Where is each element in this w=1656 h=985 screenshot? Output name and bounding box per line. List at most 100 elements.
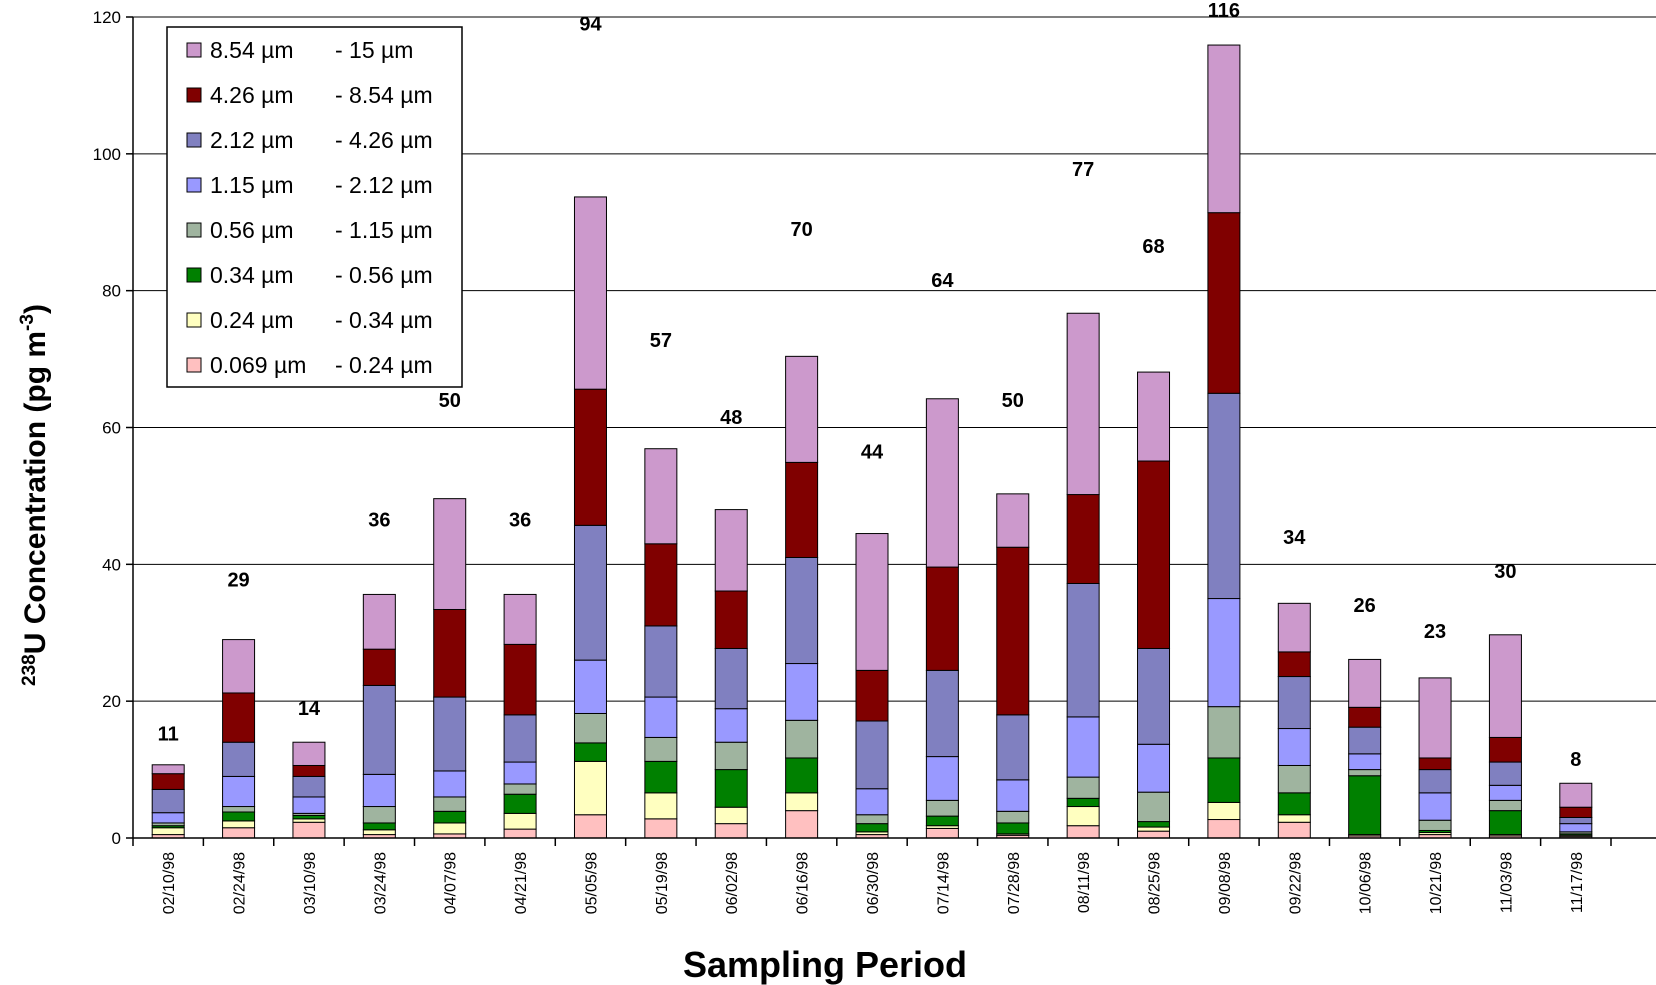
- y-tick-label: 60: [102, 419, 121, 438]
- bar-segment: [573, 760, 607, 816]
- bar-total-label: 44: [861, 441, 884, 463]
- bar-segment: [1137, 647, 1171, 745]
- bar-segment: [1348, 769, 1382, 777]
- y-tick-label: 80: [102, 282, 121, 301]
- bar-total-label: 34: [1283, 527, 1306, 549]
- y-axis-title: 238U Concentration (pg m-3): [17, 304, 52, 686]
- legend-label-to: - 1.15 µm: [335, 217, 433, 243]
- bar-total-label: 23: [1424, 621, 1446, 643]
- bar-segment: [1418, 757, 1452, 771]
- total-labels: 11 29 14 36 50 36 94 57 48 70 44 64 50 77 68 116 34 26 23 3…: [158, 0, 1582, 771]
- legend-swatch: [186, 42, 202, 58]
- bar-segment: [292, 814, 326, 820]
- y-axis-title-base: U Concentration (pg m: [19, 331, 52, 654]
- legend-swatch: [186, 312, 202, 328]
- x-tick-label: 11/17/98: [1569, 852, 1586, 913]
- bar-segment: [573, 814, 607, 839]
- bar-segment: [573, 524, 607, 661]
- bar-segment: [1137, 371, 1171, 462]
- legend-label-to: - 15 µm: [335, 37, 413, 63]
- bar-segment: [855, 823, 889, 833]
- y-tick-label: 40: [102, 555, 121, 574]
- bar-segment: [714, 823, 748, 839]
- bar-segment: [433, 608, 467, 698]
- bar-segment: [1418, 769, 1452, 794]
- x-tick-label: 07/14/98: [935, 852, 952, 914]
- x-tick-label: 06/30/98: [865, 852, 882, 914]
- bar-segment: [1488, 634, 1522, 738]
- bar-segment: [503, 761, 537, 785]
- bar-segment: [222, 827, 256, 839]
- legend: 8.54 µm - 15 µm 4.26 µm - 8.54 µm 2.12 µm - 4…: [166, 26, 463, 388]
- bar-segment: [925, 566, 959, 671]
- x-tick-label: 06/16/98: [795, 852, 812, 914]
- x-tick-label: 03/10/98: [302, 852, 319, 914]
- bar-segment: [1277, 676, 1311, 730]
- bar-segment: [1488, 810, 1522, 836]
- y-tick-label: 0: [112, 829, 121, 848]
- bar-segment: [222, 639, 256, 694]
- bar-segment: [222, 811, 256, 822]
- x-tick-label: 05/19/98: [654, 852, 671, 914]
- bar-total-label: 77: [1072, 159, 1094, 181]
- legend-label-from: 0.24 µm: [210, 307, 294, 333]
- bar-segment: [1277, 651, 1311, 678]
- bar-segment: [1418, 819, 1452, 831]
- legend-label-to: - 0.56 µm: [335, 262, 433, 288]
- bar-segment: [996, 714, 1030, 781]
- legend-label-to: - 0.34 µm: [335, 307, 433, 333]
- bar-segment: [785, 461, 819, 558]
- bar-segment: [714, 708, 748, 743]
- bar-segment: [1488, 799, 1522, 812]
- bar-segment: [1066, 494, 1100, 584]
- bar-segment: [503, 828, 537, 839]
- bar-segment: [714, 741, 748, 771]
- bar-segment: [151, 827, 185, 836]
- bar-segment: [503, 643, 537, 716]
- bar-segment: [1348, 706, 1382, 728]
- bar-segment: [573, 388, 607, 526]
- x-tick-label: 10/06/98: [1358, 852, 1375, 914]
- bar-segment: [925, 669, 959, 758]
- bar-segment: [996, 822, 1030, 835]
- bar-segment: [1559, 782, 1593, 808]
- bar-total-label: 64: [931, 270, 954, 292]
- bar-segment: [1066, 776, 1100, 799]
- bar-total-label: 94: [579, 14, 602, 36]
- bar-segment: [222, 692, 256, 743]
- bar-segment: [644, 696, 678, 738]
- bar-segment: [644, 543, 678, 627]
- bar-segment: [503, 783, 537, 795]
- bar-segment: [996, 810, 1030, 824]
- bar-segment: [1066, 825, 1100, 839]
- bar-segment: [1559, 806, 1593, 818]
- bar-segment: [1488, 784, 1522, 801]
- bar-total-label: 116: [1208, 0, 1240, 22]
- bar-segment: [362, 648, 396, 686]
- bar-total-label: 36: [368, 510, 390, 532]
- x-tick-label: 05/05/98: [583, 852, 600, 914]
- bar-segment: [785, 792, 819, 812]
- y-tick-label: 100: [93, 145, 121, 164]
- bar-segment: [785, 556, 819, 665]
- bar-total-label: 30: [1494, 561, 1516, 583]
- bar-segment: [362, 806, 396, 824]
- bar-segment: [573, 712, 607, 744]
- bar-segment: [503, 593, 537, 645]
- bar-segment: [362, 773, 396, 808]
- bar-segment: [1207, 819, 1241, 839]
- bar-segment: [1066, 582, 1100, 718]
- bar-segment: [1348, 658, 1382, 708]
- bar-segment: [1207, 212, 1241, 394]
- x-tick-label: 02/10/98: [161, 852, 178, 914]
- bars: [151, 44, 1593, 839]
- bar-segment: [714, 590, 748, 649]
- bar-segment: [925, 756, 959, 801]
- bar-segment: [1348, 753, 1382, 771]
- y-axis-title-prefix-sup: 238: [19, 654, 40, 686]
- bar-segment: [1559, 816, 1593, 825]
- bar-segment: [785, 663, 819, 721]
- x-tick-label: 08/11/98: [1076, 852, 1093, 913]
- bar-total-label: 57: [650, 330, 672, 352]
